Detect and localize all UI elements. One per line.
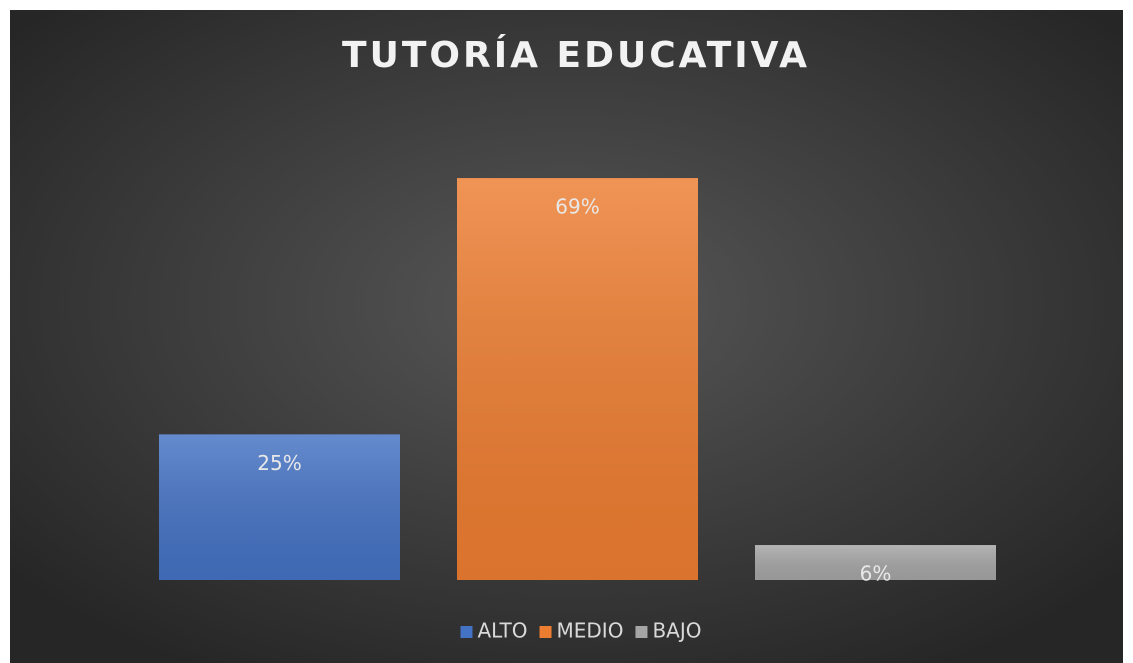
chart-title: TUTORÍA EDUCATIVA (342, 34, 810, 76)
legend-swatch (460, 626, 473, 638)
legend-label: BAJO (652, 619, 701, 643)
bar-sheen (755, 545, 996, 580)
data-label: 25% (257, 451, 301, 475)
legend-label: MEDIO (557, 619, 624, 643)
data-label: 69% (555, 195, 599, 219)
legend-label: ALTO (477, 619, 527, 643)
data-label: 6% (860, 562, 892, 586)
legend-swatch (635, 626, 648, 638)
legend-swatch (539, 626, 552, 638)
bar-sheen (457, 178, 698, 580)
bar-sheen (159, 434, 400, 580)
